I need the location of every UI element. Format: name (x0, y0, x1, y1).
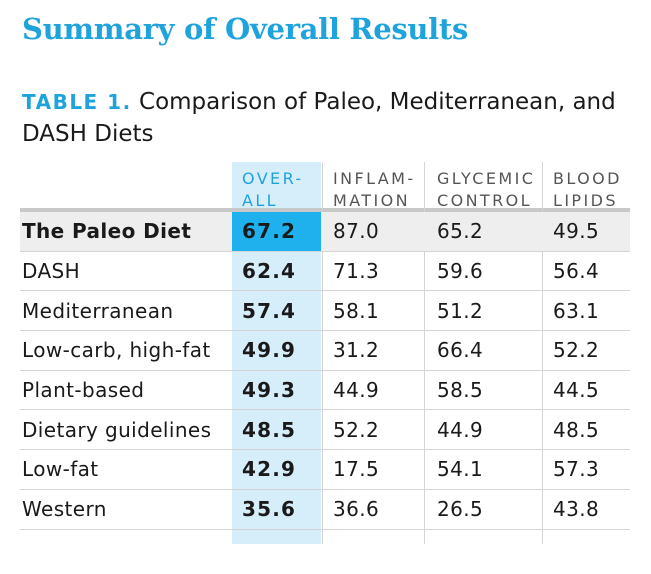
diet-name-cell: Western (22, 497, 107, 522)
diet-name-cell: Dietary guidelines (22, 417, 212, 442)
overall-score-cell: 48.5 (242, 417, 297, 442)
glycemic-control-score-cell: 65.2 (437, 219, 484, 244)
table-caption: TABLE 1. Comparison of Paleo, Mediterran… (22, 86, 622, 150)
inflammation-score-cell: 44.9 (333, 378, 380, 403)
overall-score-cell: 42.9 (242, 457, 297, 482)
blood-lipids-score-cell: 57.3 (553, 457, 600, 482)
table-caption-tag: TABLE 1. (22, 90, 132, 114)
diet-name-cell: Plant-based (22, 378, 145, 403)
column-divider (424, 162, 425, 544)
inflammation-score-cell: 17.5 (333, 457, 380, 482)
table-row: Low-fat 42.9 17.5 54.1 57.3 (20, 450, 630, 490)
page-title: Summary of Overall Results (22, 12, 468, 46)
glycemic-control-score-cell: 59.6 (437, 259, 484, 284)
blood-lipids-score-cell: 44.5 (553, 378, 600, 403)
overall-score-cell: 62.4 (242, 259, 297, 284)
blood-lipids-score-cell: 43.8 (553, 497, 600, 522)
overall-score-cell: 57.4 (242, 298, 297, 323)
table-row: Plant-based 49.3 44.9 58.5 44.5 (20, 371, 630, 411)
glycemic-control-score-cell: 54.1 (437, 457, 484, 482)
diet-name-cell: DASH (22, 259, 81, 284)
table-row: Low-carb, high-fat 49.9 31.2 66.4 52.2 (20, 331, 630, 371)
table-row: Dietary guidelines 48.5 52.2 44.9 48.5 (20, 410, 630, 451)
inflammation-score-cell: 36.6 (333, 497, 380, 522)
table-row: Mediterranean 57.4 58.1 51.2 63.1 (20, 291, 630, 332)
table-row: Western 35.6 36.6 26.5 43.8 (20, 490, 630, 530)
column-divider (322, 162, 323, 544)
column-header-inflammation: INFLAM- MATION (333, 169, 416, 210)
column-header-glycemic-control: GLYCEMIC CONTROL (437, 169, 536, 210)
table-caption-text: Comparison of Paleo, Mediterranean, and … (22, 89, 616, 147)
table-header: OVER- ALL INFLAM- MATION GLYCEMIC CONTRO… (20, 162, 630, 212)
glycemic-control-score-cell: 26.5 (437, 497, 484, 522)
glycemic-control-score-cell: 44.9 (437, 417, 484, 442)
column-divider (542, 162, 543, 544)
blood-lipids-score-cell: 49.5 (553, 219, 600, 244)
inflammation-score-cell: 71.3 (333, 259, 380, 284)
header-divider (20, 208, 630, 212)
overall-score-cell: 49.9 (242, 338, 297, 363)
diet-name-cell: The Paleo Diet (22, 219, 192, 244)
glycemic-control-score-cell: 66.4 (437, 338, 484, 363)
diet-name-cell: Mediterranean (22, 298, 174, 323)
column-header-blood-lipids: BLOOD LIPIDS (553, 169, 622, 210)
inflammation-score-cell: 31.2 (333, 338, 380, 363)
diet-name-cell: Low-carb, high-fat (22, 338, 211, 363)
glycemic-control-score-cell: 51.2 (437, 298, 484, 323)
blood-lipids-score-cell: 48.5 (553, 417, 600, 442)
blood-lipids-score-cell: 52.2 (553, 338, 600, 363)
overall-score-cell: 49.3 (242, 378, 297, 403)
overall-score-cell: 35.6 (242, 497, 297, 522)
blood-lipids-score-cell: 56.4 (553, 259, 600, 284)
inflammation-score-cell: 87.0 (333, 219, 380, 244)
overall-score-cell: 67.2 (232, 212, 321, 251)
table-row: The Paleo Diet 67.2 87.0 65.2 49.5 (20, 212, 630, 252)
blood-lipids-score-cell: 63.1 (553, 298, 600, 323)
column-header-overall: OVER- ALL (242, 169, 304, 210)
diet-name-cell: Low-fat (22, 457, 99, 482)
table-body: The Paleo Diet 67.2 87.0 65.2 49.5 DASH 62.4 71… (20, 212, 630, 530)
table-row: DASH 62.4 71.3 59.6 56.4 (20, 252, 630, 292)
glycemic-control-score-cell: 58.5 (437, 378, 484, 403)
inflammation-score-cell: 58.1 (333, 298, 380, 323)
inflammation-score-cell: 52.2 (333, 417, 380, 442)
